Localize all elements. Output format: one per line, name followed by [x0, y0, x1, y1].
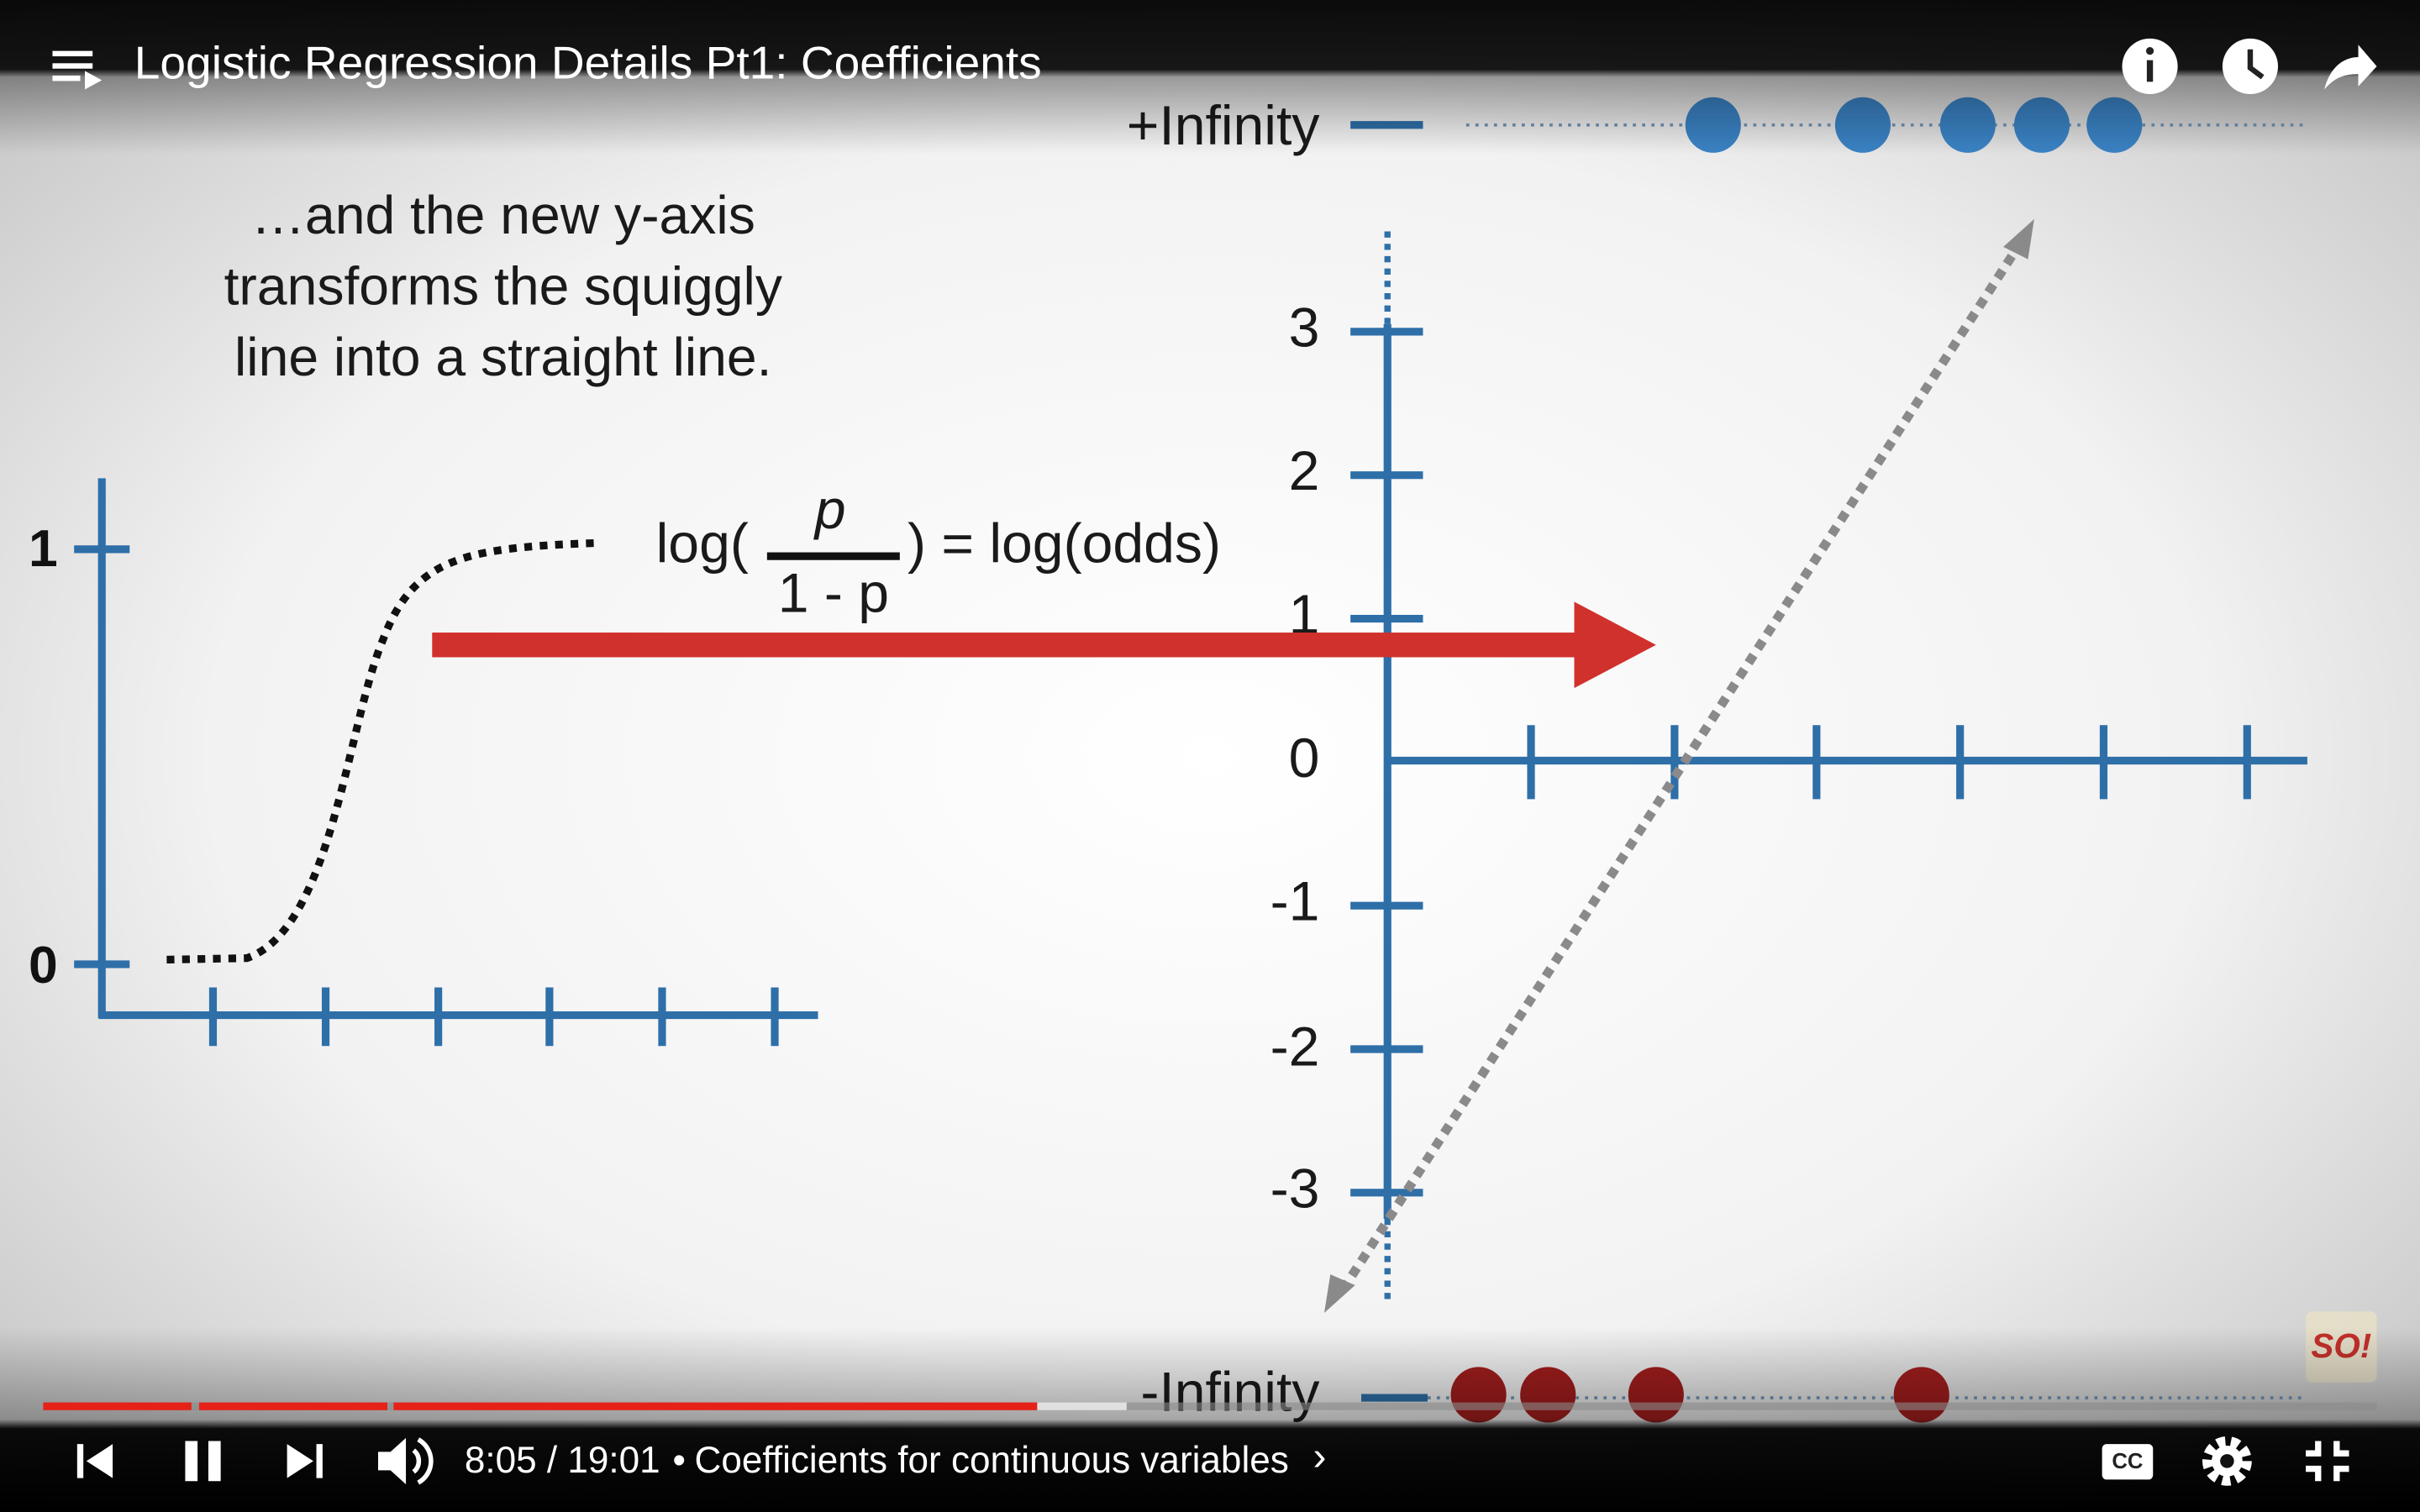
- progress-bar[interactable]: [43, 1402, 2377, 1410]
- axis-label: -2: [1270, 1016, 1320, 1078]
- axis-label: 2: [1289, 440, 1320, 502]
- fit-line: [1339, 238, 2026, 1293]
- chapter-title[interactable]: Coefficients for continuous variables: [695, 1440, 1289, 1481]
- transform-arrow: [432, 601, 1656, 689]
- formula: log( p 1 - p ) = log(odds): [656, 479, 1221, 624]
- axis-label: -1: [1270, 871, 1320, 933]
- watch-later-button[interactable]: [2222, 38, 2279, 95]
- formula-text: log(: [656, 513, 749, 575]
- chapter-chevron[interactable]: ›: [1313, 1435, 1326, 1479]
- axis-label: -3: [1270, 1158, 1320, 1220]
- formula-text: 1 - p: [778, 562, 889, 624]
- probability-plot: 1 0: [29, 478, 818, 1047]
- share-button[interactable]: [2324, 45, 2377, 90]
- caption-line: …and the new y-axis: [251, 185, 755, 245]
- captions-button[interactable]: CC: [2102, 1444, 2154, 1480]
- axis-label: 1: [29, 519, 58, 578]
- ticks: [74, 545, 779, 1047]
- caption-line: transforms the squiggly: [224, 255, 782, 316]
- ticks: [1350, 328, 2251, 1197]
- fraction-bar: [766, 552, 900, 560]
- axes: [97, 478, 818, 1020]
- separator: •: [672, 1440, 685, 1481]
- playlist-button[interactable]: [52, 50, 103, 90]
- axis-label: 0: [29, 936, 58, 995]
- pause-button[interactable]: [185, 1441, 221, 1482]
- caption-line: line into a straight line.: [234, 327, 771, 387]
- time-display: 8:05 / 19:01: [465, 1440, 660, 1481]
- video-title[interactable]: Logistic Regression Details Pt1: Coeffic…: [134, 37, 1042, 89]
- exit-fullscreen-button[interactable]: [2306, 1441, 2349, 1482]
- top-overlay: [0, 0, 2420, 155]
- volume-button[interactable]: [378, 1437, 434, 1485]
- axis-label: 0: [1289, 727, 1320, 790]
- squiggle: [166, 538, 595, 964]
- formula-text: p: [813, 479, 846, 541]
- next-button[interactable]: [287, 1444, 323, 1478]
- svg-text:CC: CC: [2112, 1450, 2143, 1473]
- info-button[interactable]: [2122, 38, 2178, 95]
- previous-button[interactable]: [76, 1444, 113, 1478]
- bottom-overlay: [0, 1326, 2420, 1512]
- formula-text: ) = log(odds): [908, 513, 1221, 575]
- axis-label: 3: [1289, 297, 1320, 359]
